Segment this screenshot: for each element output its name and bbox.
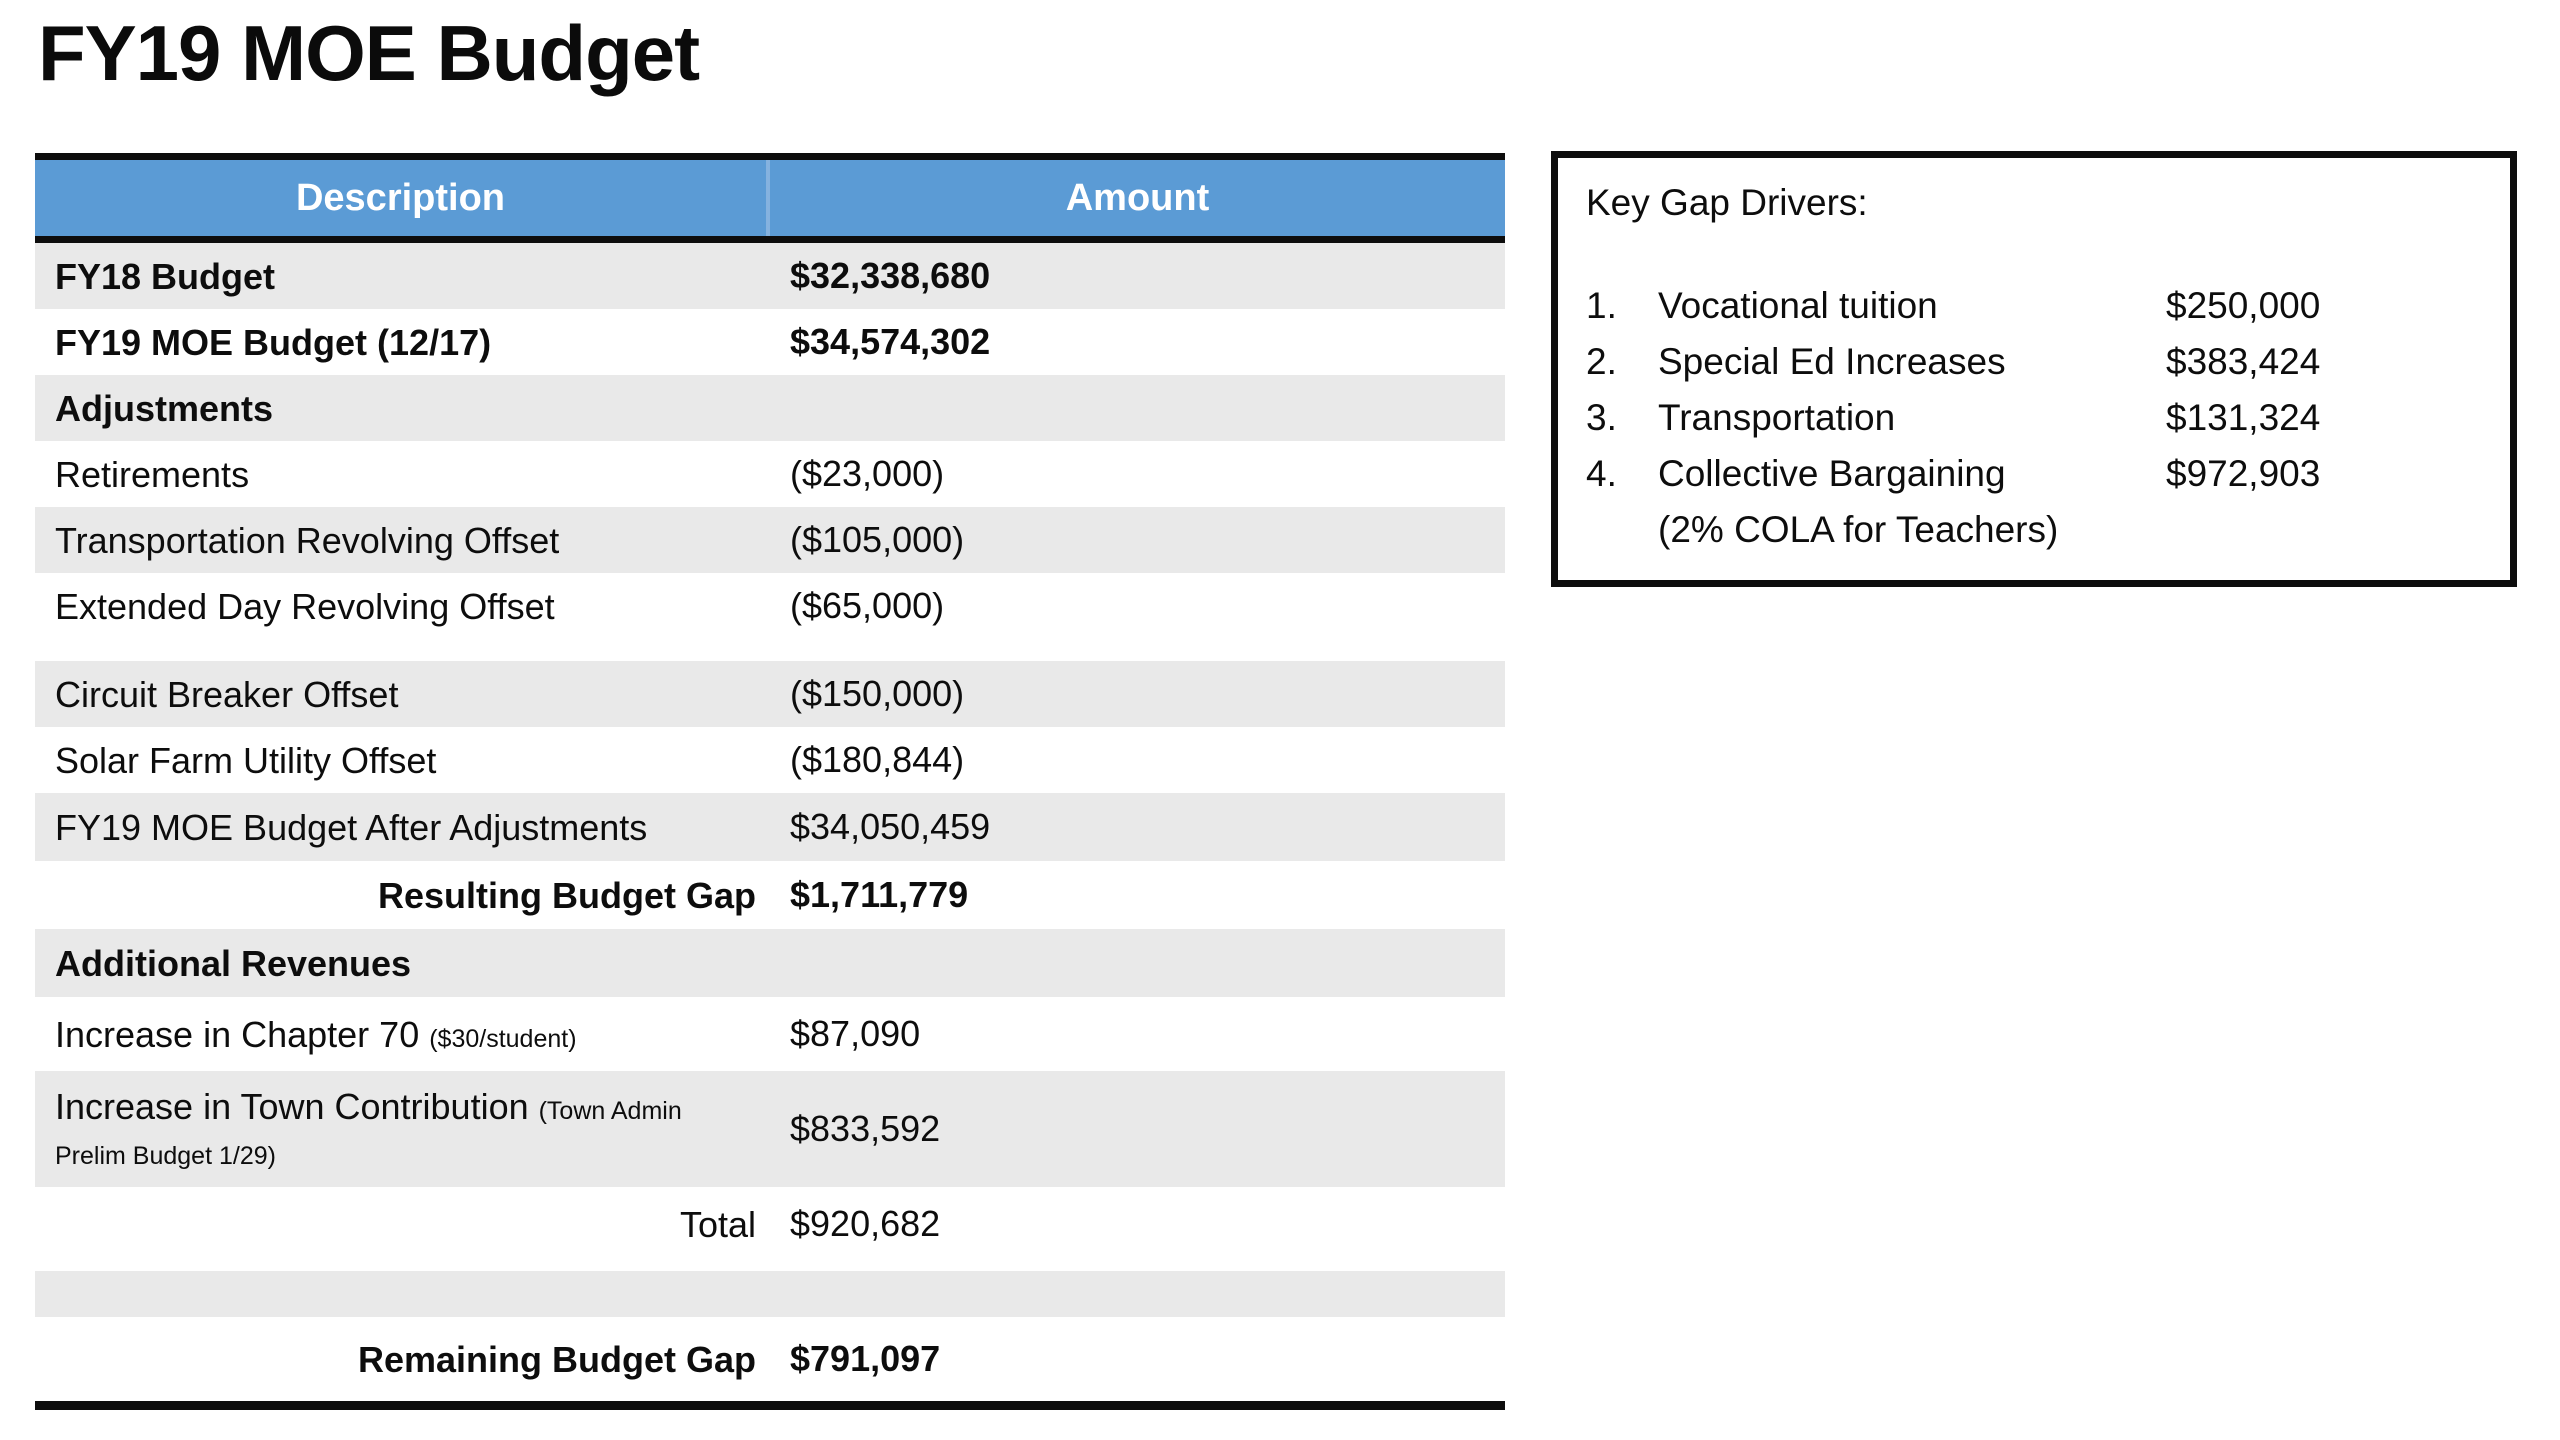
column-divider [766, 160, 770, 236]
row-description: Resulting Budget Gap [378, 874, 756, 916]
row-description: Remaining Budget Gap [357, 1338, 756, 1380]
item-number: 3. [1586, 397, 1617, 438]
table-row-transportation-revolving: Transportation Revolving Offset ($105,00… [35, 507, 1505, 573]
table-row-empty [35, 1271, 1505, 1317]
row-description-label: Increase in Town Contribution [55, 1086, 529, 1127]
key-gap-drivers-title: Key Gap Drivers: [1586, 182, 1868, 223]
row-amount: $833,592 [790, 1108, 941, 1149]
row-description: Total [679, 1203, 756, 1245]
item-number: 1. [1586, 285, 1617, 326]
row-amount: $87,090 [790, 1013, 921, 1054]
table-row-extended-day-revolving: Extended Day Revolving Offset ($65,000) [35, 573, 1505, 639]
item-sub-label: (2% COLA for Teachers) [1658, 509, 2059, 550]
row-description-note: (Town Admin Prelim Budget 1/29) [55, 1097, 682, 1170]
row-amount: ($180,844) [790, 739, 965, 780]
key-gap-drivers-spacer [1586, 232, 2490, 278]
table-row-retirements: Retirements ($23,000) [35, 441, 1505, 507]
table-row-town-contribution: Increase in Town Contribution (Town Admin… [35, 1071, 1505, 1187]
table-row-resulting-budget-gap: Resulting Budget Gap $1,711,779 [35, 861, 1505, 929]
column-header-amount: Amount [1065, 176, 1210, 219]
item-label: Special Ed Increases [1658, 341, 2006, 382]
table-row-fy18-budget: FY18 Budget $32,338,680 [35, 243, 1505, 309]
row-amount: $1,711,779 [790, 874, 969, 915]
table-row-fy19-moe-budget: FY19 MOE Budget (12/17) $34,574,302 [35, 309, 1505, 375]
key-gap-driver-item: 4. Collective Bargaining $972,903 [1586, 446, 2490, 502]
page-title: FY19 MOE Budget [38, 9, 700, 97]
item-amount: $972,903 [2166, 453, 2321, 494]
spacer-row [35, 639, 1505, 661]
key-gap-driver-item: 2. Special Ed Increases $383,424 [1586, 334, 2490, 390]
row-description: Increase in Chapter 70 ($30/student) [35, 1012, 768, 1057]
table-header-row: Description Amount [35, 153, 1505, 243]
table-row-solar-farm: Solar Farm Utility Offset ($180,844) [35, 727, 1505, 793]
table-row-adjustments: Adjustments [35, 375, 1505, 441]
row-description-note: ($30/student) [429, 1024, 577, 1053]
table-row-after-adjustments: FY19 MOE Budget After Adjustments $34,05… [35, 793, 1505, 861]
row-description-label: Increase in Chapter 70 [55, 1013, 420, 1055]
budget-table: Description Amount FY18 Budget $32,338,6… [35, 153, 1505, 1410]
row-amount: $32,338,680 [790, 255, 991, 296]
row-description: FY19 MOE Budget After Adjustments [55, 806, 648, 848]
row-description: FY19 MOE Budget (12/17) [55, 321, 492, 363]
row-description: FY18 Budget [55, 255, 276, 297]
table-row-total: Total $920,682 [35, 1187, 1505, 1261]
row-description: Extended Day Revolving Offset [55, 585, 555, 627]
table-row-circuit-breaker: Circuit Breaker Offset ($150,000) [35, 661, 1505, 727]
row-description: Increase in Town Contribution (Town Admin… [35, 1084, 768, 1174]
item-label: Transportation [1658, 397, 1896, 438]
column-header-description: Description [295, 176, 506, 219]
item-label: Vocational tuition [1658, 285, 1938, 326]
row-amount: $920,682 [790, 1203, 941, 1244]
row-amount: $34,574,302 [790, 321, 991, 362]
row-description: Adjustments [55, 387, 274, 429]
key-gap-drivers-box: Key Gap Drivers: 1. Vocational tuition $… [1551, 151, 2517, 587]
key-gap-driver-item: 1. Vocational tuition $250,000 [1586, 278, 2490, 334]
item-number: 2. [1586, 341, 1617, 382]
item-label: Collective Bargaining [1658, 453, 2006, 494]
row-description: Additional Revenues [55, 942, 412, 984]
item-amount: $383,424 [2166, 341, 2321, 382]
row-description: Transportation Revolving Offset [55, 519, 560, 561]
table-row-chapter-70: Increase in Chapter 70 ($30/student) $87,… [35, 997, 1505, 1071]
row-amount: ($23,000) [790, 453, 945, 494]
item-amount: $131,324 [2166, 397, 2321, 438]
row-description: Circuit Breaker Offset [55, 673, 399, 715]
row-description: Retirements [55, 453, 250, 495]
spacer-row [35, 1261, 1505, 1271]
table-row-remaining-budget-gap: Remaining Budget Gap $791,097 [35, 1317, 1505, 1401]
row-description: Solar Farm Utility Offset [55, 739, 437, 781]
item-number: 4. [1586, 453, 1617, 494]
key-gap-driver-item: 3. Transportation $131,324 [1586, 390, 2490, 446]
row-amount: ($150,000) [790, 673, 965, 714]
item-amount: $250,000 [2166, 285, 2321, 326]
row-amount: $791,097 [790, 1338, 941, 1379]
row-amount: $34,050,459 [790, 806, 991, 847]
table-row-additional-revenues: Additional Revenues [35, 929, 1505, 997]
row-amount: ($65,000) [790, 585, 945, 626]
row-amount: ($105,000) [790, 519, 965, 560]
